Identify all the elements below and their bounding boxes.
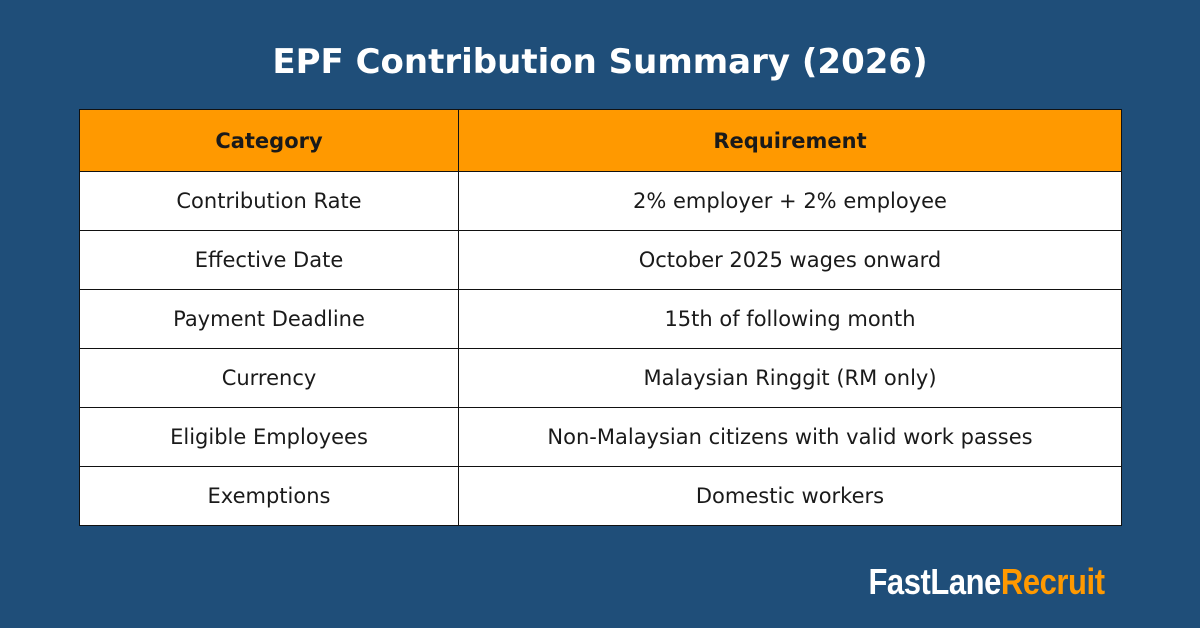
table-header-row: Category Requirement [79, 109, 1122, 172]
requirement-cell: 15th of following month [458, 289, 1122, 349]
summary-table: Category Requirement Contribution Rate 2… [79, 109, 1122, 526]
requirement-cell: 2% employer + 2% employee [458, 171, 1122, 231]
requirement-cell: October 2025 wages onward [458, 230, 1122, 290]
table-row: Eligible Employees Non-Malaysian citizen… [79, 407, 1122, 467]
brand-logo-part1: FastLane [868, 561, 1002, 602]
category-cell: Currency [79, 348, 459, 408]
requirement-cell: Non-Malaysian citizens with valid work p… [458, 407, 1122, 467]
table-row: Currency Malaysian Ringgit (RM only) [79, 348, 1122, 408]
category-cell: Effective Date [79, 230, 459, 290]
column-header-requirement: Requirement [458, 109, 1122, 172]
table-row: Exemptions Domestic workers [79, 466, 1122, 526]
category-cell: Exemptions [79, 466, 459, 526]
page-title: EPF Contribution Summary (2026) [272, 42, 928, 82]
category-cell: Eligible Employees [79, 407, 459, 467]
category-cell: Payment Deadline [79, 289, 459, 349]
requirement-cell: Malaysian Ringgit (RM only) [458, 348, 1122, 408]
brand-logo: FastLaneRecruit [868, 560, 1106, 604]
brand-logo-part2: Recruit [1001, 561, 1105, 602]
table-row: Effective Date October 2025 wages onward [79, 230, 1122, 290]
table-row: Payment Deadline 15th of following month [79, 289, 1122, 349]
requirement-cell: Domestic workers [458, 466, 1122, 526]
category-cell: Contribution Rate [79, 171, 459, 231]
column-header-category: Category [79, 109, 459, 172]
table-row: Contribution Rate 2% employer + 2% emplo… [79, 171, 1122, 231]
